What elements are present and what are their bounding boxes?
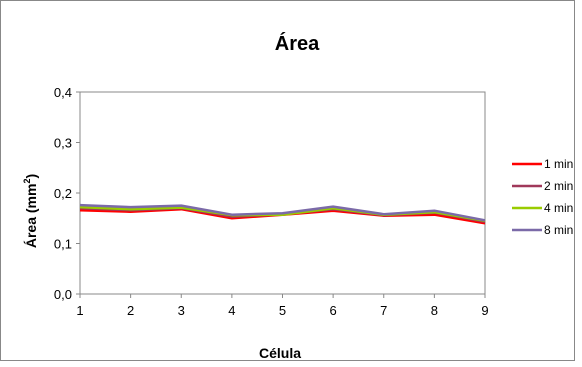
legend-label-2: 2 min	[544, 179, 573, 193]
y-tick-label: 0,1	[54, 237, 72, 252]
x-tick-label: 6	[330, 303, 337, 318]
legend: 1 min 2 min 4 min 8 min	[512, 157, 573, 237]
plot-area	[79, 91, 486, 295]
x-tick-label: 5	[279, 303, 286, 318]
x-axis-label: Célula	[259, 345, 301, 361]
y-axis-label: Área (mm2)	[22, 174, 39, 248]
x-tick-label: 1	[76, 303, 83, 318]
legend-label-1: 1 min	[544, 157, 573, 171]
y-axis-label-superscript: 2	[22, 179, 32, 184]
legend-label-4: 8 min	[544, 223, 573, 237]
y-tick-label: 0,2	[54, 186, 72, 201]
x-tick-label: 9	[481, 303, 488, 318]
svg-text:Área (mm2): Área (mm2)	[22, 174, 39, 248]
x-tick-label: 2	[127, 303, 134, 318]
x-ticks: 1 2 3 4 5 6 7 8 9	[76, 294, 489, 318]
legend-label-3: 4 min	[544, 201, 573, 215]
y-axis-label-end: )	[23, 174, 39, 179]
chart-title: Área	[275, 32, 320, 55]
series-line-4	[79, 203, 486, 222]
y-ticks: 0,0 0,1 0,2 0,3 0,4	[54, 85, 80, 302]
x-tick-label: 4	[228, 303, 235, 318]
y-tick-label: 0,3	[54, 136, 72, 151]
x-tick-label: 7	[380, 303, 387, 318]
x-tick-label: 3	[178, 303, 185, 318]
x-tick-label: 8	[431, 303, 438, 318]
series-lines	[79, 203, 486, 225]
y-tick-label: 0,4	[54, 85, 72, 100]
y-axis-label-main: Área (mm	[23, 184, 39, 249]
y-tick-label: 0,0	[54, 287, 72, 302]
